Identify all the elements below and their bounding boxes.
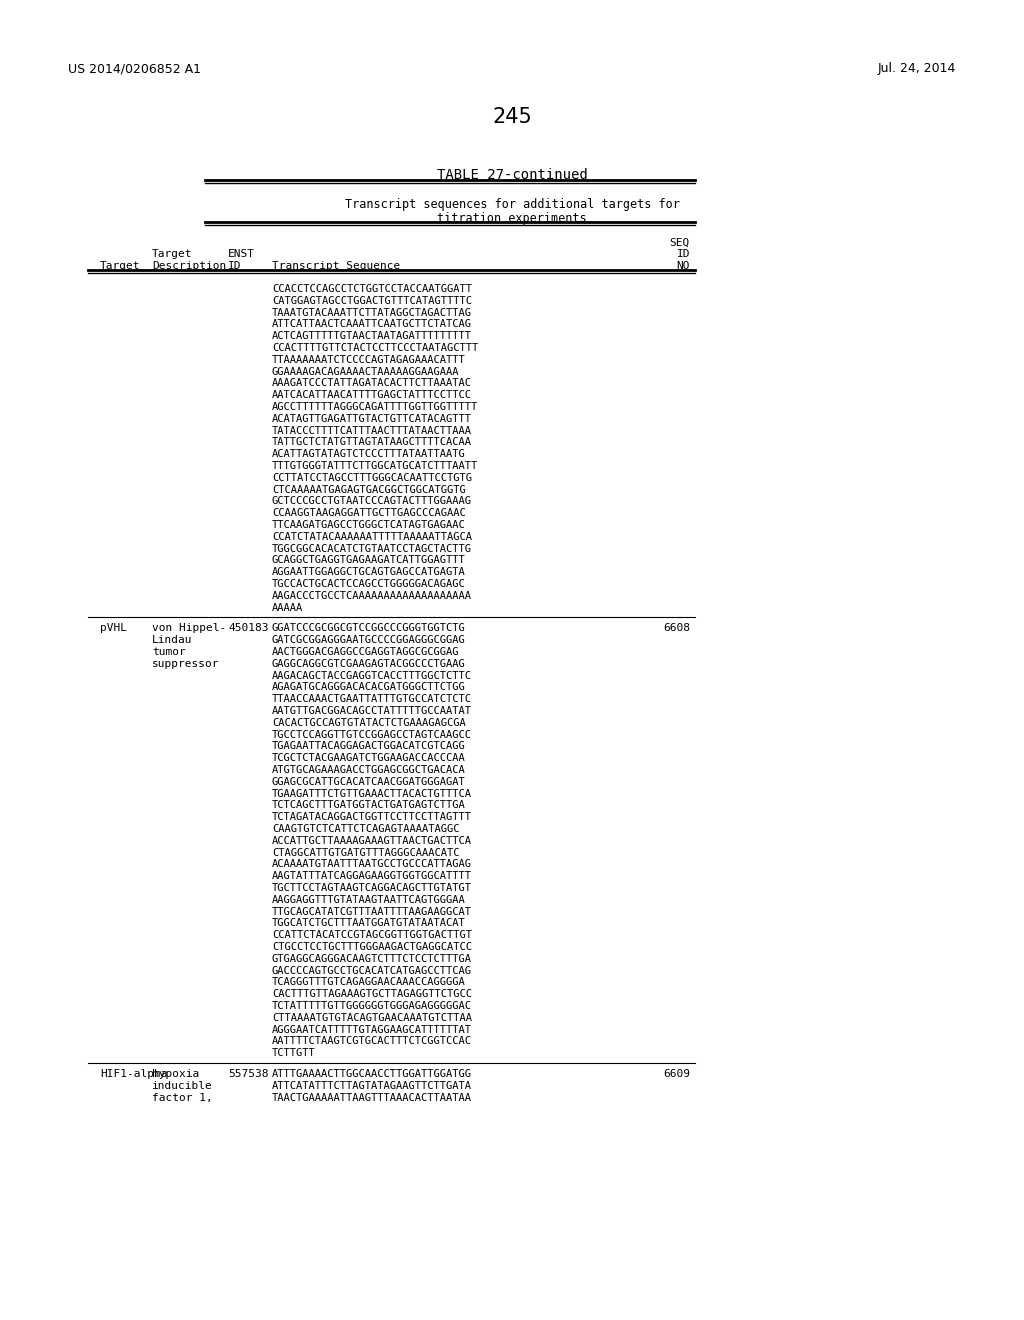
Text: TGCCACTGCACTCCAGCCTGGGGGACAGAGC: TGCCACTGCACTCCAGCCTGGGGGACAGAGC xyxy=(272,579,466,589)
Text: TATACCCTTTTCATTTAACTTTATAACTTAAA: TATACCCTTTTCATTTAACTTTATAACTTAAA xyxy=(272,425,472,436)
Text: CTAGGCATTGTGATGTTTAGGGCAAACATC: CTAGGCATTGTGATGTTTAGGGCAAACATC xyxy=(272,847,460,858)
Text: ID: ID xyxy=(677,249,690,259)
Text: Jul. 24, 2014: Jul. 24, 2014 xyxy=(878,62,956,75)
Text: ID: ID xyxy=(228,261,242,271)
Text: TCTATTTTTGTTGGGGGGTGGGAGAGGGGGAC: TCTATTTTTGTTGGGGGGTGGGAGAGGGGGAC xyxy=(272,1001,472,1011)
Text: CTTAAAATGTGTACAGTGAACAAATGTCTTAA: CTTAAAATGTGTACAGTGAACAAATGTCTTAA xyxy=(272,1012,472,1023)
Text: 245: 245 xyxy=(493,107,531,127)
Text: titration experiments: titration experiments xyxy=(437,213,587,224)
Text: AAGGAGGTTTGTATAAGTAATTCAGTGGGAA: AAGGAGGTTTGTATAAGTAATTCAGTGGGAA xyxy=(272,895,466,904)
Text: von Hippel-: von Hippel- xyxy=(152,623,226,634)
Text: ATTCATATTTCTTAGTATAGAAGTTCTTGATA: ATTCATATTTCTTAGTATAGAAGTTCTTGATA xyxy=(272,1081,472,1090)
Text: ACATAGTTGAGATTGTACTGTTCATACAGTTT: ACATAGTTGAGATTGTACTGTTCATACAGTTT xyxy=(272,413,472,424)
Text: AGGAATTGGAGGCTGCAGTGAGCCATGAGTA: AGGAATTGGAGGCTGCAGTGAGCCATGAGTA xyxy=(272,568,466,577)
Text: CCATTCTACATCCGTAGCGGTTGGTGACTTGT: CCATTCTACATCCGTAGCGGTTGGTGACTTGT xyxy=(272,931,472,940)
Text: TTAACCAAACTGAATTATTTGTGCCATCTCTC: TTAACCAAACTGAATTATTTGTGCCATCTCTC xyxy=(272,694,472,704)
Text: ACCATTGCTTAAAAGAAAGTTAACTGACTTCA: ACCATTGCTTAAAAGAAAGTTAACTGACTTCA xyxy=(272,836,472,846)
Text: TATTGCTCTATGTTAGTATAAGCTTTTCACAA: TATTGCTCTATGTTAGTATAAGCTTTTCACAA xyxy=(272,437,472,447)
Text: ACTCAGTTTTTGTAACTAATAGATTTTTTTTT: ACTCAGTTTTTGTAACTAATAGATTTTTTTTT xyxy=(272,331,472,341)
Text: AAGACAGCTACCGAGGTCACCTTTGGCTCTTC: AAGACAGCTACCGAGGTCACCTTTGGCTCTTC xyxy=(272,671,472,681)
Text: TCGCTCTACGAAGATCTGGAAGACCACCCAA: TCGCTCTACGAAGATCTGGAAGACCACCCAA xyxy=(272,754,466,763)
Text: AATTTTCTAAGTCGTGCACTTTCTCGGTCCAC: AATTTTCTAAGTCGTGCACTTTCTCGGTCCAC xyxy=(272,1036,472,1047)
Text: Transcript Sequence: Transcript Sequence xyxy=(272,261,400,271)
Text: CCTTATCCTAGCCTTTGGGCACAATTCCTGTG: CCTTATCCTAGCCTTTGGGCACAATTCCTGTG xyxy=(272,473,472,483)
Text: CAAGTGTCTCATTCTCAGAGTAAAATAGGC: CAAGTGTCTCATTCTCAGAGTAAAATAGGC xyxy=(272,824,460,834)
Text: CCACTTTTGTTCTACTCCTTCCCTAATAGCTTT: CCACTTTTGTTCTACTCCTTCCCTAATAGCTTT xyxy=(272,343,478,352)
Text: CACACTGCCAGTGTATACTCTGAAAGAGCGA: CACACTGCCAGTGTATACTCTGAAAGAGCGA xyxy=(272,718,466,727)
Text: TTGCAGCATATCGTTTAATTTTAAGAAGGCAT: TTGCAGCATATCGTTTAATTTTAAGAAGGCAT xyxy=(272,907,472,916)
Text: TCTAGATACAGGACTGGTTCCTTCCTTAGTTT: TCTAGATACAGGACTGGTTCCTTCCTTAGTTT xyxy=(272,812,472,822)
Text: GAGGCAGGCGTCGAAGAGTACGGCCCTGAAG: GAGGCAGGCGTCGAAGAGTACGGCCCTGAAG xyxy=(272,659,466,669)
Text: TTAAAAAAATCTCCCCAGTAGAGAAACATTT: TTAAAAAAATCTCCCCAGTAGAGAAACATTT xyxy=(272,355,466,364)
Text: US 2014/0206852 A1: US 2014/0206852 A1 xyxy=(68,62,201,75)
Text: hypoxia: hypoxia xyxy=(152,1069,200,1078)
Text: Target: Target xyxy=(152,249,193,259)
Text: TGGCGGCACACATCTGTAATCCTAGCTACTTG: TGGCGGCACACATCTGTAATCCTAGCTACTTG xyxy=(272,544,472,553)
Text: CCACCTCCAGCCTCTGGTCCTACCAATGGATT: CCACCTCCAGCCTCTGGTCCTACCAATGGATT xyxy=(272,284,472,294)
Text: TGCTTCCTAGTAAGTCAGGACAGCTTGTATGT: TGCTTCCTAGTAAGTCAGGACAGCTTGTATGT xyxy=(272,883,472,894)
Text: ATTCATTAACTCAAATTCAATGCTTCTATCAG: ATTCATTAACTCAAATTCAATGCTTCTATCAG xyxy=(272,319,472,330)
Text: GGAGCGCATTGCACATCAACGGATGGGAGAT: GGAGCGCATTGCACATCAACGGATGGGAGAT xyxy=(272,776,466,787)
Text: TCTTGTT: TCTTGTT xyxy=(272,1048,315,1059)
Text: Lindau: Lindau xyxy=(152,635,193,645)
Text: CATGGAGTAGCCTGGACTGTTTCATAGTTTTC: CATGGAGTAGCCTGGACTGTTTCATAGTTTTC xyxy=(272,296,472,306)
Text: GTGAGGCAGGGACAAGTCTTTCTCCTCTTTGA: GTGAGGCAGGGACAAGTCTTTCTCCTCTTTGA xyxy=(272,954,472,964)
Text: AAAAA: AAAAA xyxy=(272,603,303,612)
Text: ENST: ENST xyxy=(228,249,255,259)
Text: GACCCCAGTGCCTGCACATCATGAGCCTTCAG: GACCCCAGTGCCTGCACATCATGAGCCTTCAG xyxy=(272,966,472,975)
Text: pVHL: pVHL xyxy=(100,623,127,634)
Text: 6608: 6608 xyxy=(663,623,690,634)
Text: AAAGATCCCTATTAGATACACTTCTTAAATAC: AAAGATCCCTATTAGATACACTTCTTAAATAC xyxy=(272,379,472,388)
Text: CTGCCTCCTGCTTTGGGAAGACTGAGGCATCC: CTGCCTCCTGCTTTGGGAAGACTGAGGCATCC xyxy=(272,942,472,952)
Text: suppressor: suppressor xyxy=(152,659,219,669)
Text: TCTCAGCTTTGATGGTACTGATGAGTCTTGA: TCTCAGCTTTGATGGTACTGATGAGTCTTGA xyxy=(272,800,466,810)
Text: GATCGCGGAGGGAATGCCCCGGAGGGCGGAG: GATCGCGGAGGGAATGCCCCGGAGGGCGGAG xyxy=(272,635,466,645)
Text: GGAAAAGACAGAAAACTAAAAAGGAAGAAA: GGAAAAGACAGAAAACTAAAAAGGAAGAAA xyxy=(272,367,460,376)
Text: TCAGGGTTTGTCAGAGGAACAAACCAGGGGA: TCAGGGTTTGTCAGAGGAACAAACCAGGGGA xyxy=(272,977,466,987)
Text: AATCACATTAACATTTTGAGCTATTTCCTTCC: AATCACATTAACATTTTGAGCTATTTCCTTCC xyxy=(272,391,472,400)
Text: CACTTTGTTAGAAAGTGCTTAGAGGTTCTGCC: CACTTTGTTAGAAAGTGCTTAGAGGTTCTGCC xyxy=(272,989,472,999)
Text: inducible: inducible xyxy=(152,1081,213,1090)
Text: TTCAAGATGAGCCTGGGCTCATAGTGAGAAC: TTCAAGATGAGCCTGGGCTCATAGTGAGAAC xyxy=(272,520,466,531)
Text: GGATCCCGCGGCGTCCGGCCCGGGTGGTCTG: GGATCCCGCGGCGTCCGGCCCGGGTGGTCTG xyxy=(272,623,466,634)
Text: SEQ: SEQ xyxy=(670,238,690,248)
Text: factor 1,: factor 1, xyxy=(152,1093,213,1102)
Text: AAGACCCTGCCTCAAAAAAAAAAAAAAAAAAA: AAGACCCTGCCTCAAAAAAAAAAAAAAAAAAA xyxy=(272,591,472,601)
Text: GCTCCCGCCTGTAATCCCAGTACTTTGGAAAG: GCTCCCGCCTGTAATCCCAGTACTTTGGAAAG xyxy=(272,496,472,507)
Text: AACTGGGACGAGGCCGAGGTAGGCGCGGAG: AACTGGGACGAGGCCGAGGTAGGCGCGGAG xyxy=(272,647,460,657)
Text: Transcript sequences for additional targets for: Transcript sequences for additional targ… xyxy=(344,198,680,211)
Text: GCAGGCTGAGGTGAGAAGATCATTGGAGTTT: GCAGGCTGAGGTGAGAAGATCATTGGAGTTT xyxy=(272,556,466,565)
Text: AATGTTGACGGACAGCCTATTTTTGCCAATAT: AATGTTGACGGACAGCCTATTTTTGCCAATAT xyxy=(272,706,472,715)
Text: ATTTGAAAACTTGGCAACCTTGGATTGGATGG: ATTTGAAAACTTGGCAACCTTGGATTGGATGG xyxy=(272,1069,472,1078)
Text: TABLE 27-continued: TABLE 27-continued xyxy=(436,168,588,182)
Text: Description: Description xyxy=(152,261,226,271)
Text: AGCCTTTTTTAGGGCAGATTTTGGTTGGTTTTT: AGCCTTTTTTAGGGCAGATTTTGGTTGGTTTTT xyxy=(272,403,478,412)
Text: CCATCTATACAAAAAATTTTTAAAAATTAGCA: CCATCTATACAAAAAATTTTTAAAAATTAGCA xyxy=(272,532,472,541)
Text: Target: Target xyxy=(100,261,140,271)
Text: ATGTGCAGAAAGACCTGGAGCGGCTGACACA: ATGTGCAGAAAGACCTGGAGCGGCTGACACA xyxy=(272,766,466,775)
Text: TGCCTCCAGGTTGTCCGGAGCCTAGTCAAGCC: TGCCTCCAGGTTGTCCGGAGCCTAGTCAAGCC xyxy=(272,730,472,739)
Text: NO: NO xyxy=(677,261,690,271)
Text: CCAAGGTAAGAGGATTGCTTGAGCCCAGAAC: CCAAGGTAAGAGGATTGCTTGAGCCCAGAAC xyxy=(272,508,466,519)
Text: TAAATGTACAAATTCTTATAGGCTAGACTTAG: TAAATGTACAAATTCTTATAGGCTAGACTTAG xyxy=(272,308,472,318)
Text: AGAGATGCAGGGACACACGATGGGCTTCTGG: AGAGATGCAGGGACACACGATGGGCTTCTGG xyxy=(272,682,466,693)
Text: AAGTATTTATCAGGAGAAGGTGGTGGCATTTT: AAGTATTTATCAGGAGAAGGTGGTGGCATTTT xyxy=(272,871,472,882)
Text: 557538: 557538 xyxy=(228,1069,268,1078)
Text: CTCAAAAATGAGAGTGACGGCTGGCATGGTG: CTCAAAAATGAGAGTGACGGCTGGCATGGTG xyxy=(272,484,466,495)
Text: TGAAGATTTCTGTTGAAACTTACACTGTTTCA: TGAAGATTTCTGTTGAAACTTACACTGTTTCA xyxy=(272,788,472,799)
Text: tumor: tumor xyxy=(152,647,185,657)
Text: AGGGAATCATTTTTGTAGGAAGCATTTTTTAT: AGGGAATCATTTTTGTAGGAAGCATTTTTTAT xyxy=(272,1024,472,1035)
Text: 6609: 6609 xyxy=(663,1069,690,1078)
Text: HIF1-alpha: HIF1-alpha xyxy=(100,1069,168,1078)
Text: ACATTAGTATAGTCTCCCTTTATAATTAATG: ACATTAGTATAGTCTCCCTTTATAATTAATG xyxy=(272,449,466,459)
Text: TGGCATCTGCTTTAATGGATGTATAATACAT: TGGCATCTGCTTTAATGGATGTATAATACAT xyxy=(272,919,466,928)
Text: TTTGTGGGTATTTCTTGGCATGCATCTTTAATT: TTTGTGGGTATTTCTTGGCATGCATCTTTAATT xyxy=(272,461,478,471)
Text: 450183: 450183 xyxy=(228,623,268,634)
Text: TAACTGAAAAATTAAGTTTAAACACTTAATAA: TAACTGAAAAATTAAGTTTAAACACTTAATAA xyxy=(272,1093,472,1102)
Text: ACAAAATGTAATTTAATGCCTGCCCATTAGAG: ACAAAATGTAATTTAATGCCTGCCCATTAGAG xyxy=(272,859,472,870)
Text: TGAGAATTACAGGAGACTGGACATCGTCAGG: TGAGAATTACAGGAGACTGGACATCGTCAGG xyxy=(272,742,466,751)
